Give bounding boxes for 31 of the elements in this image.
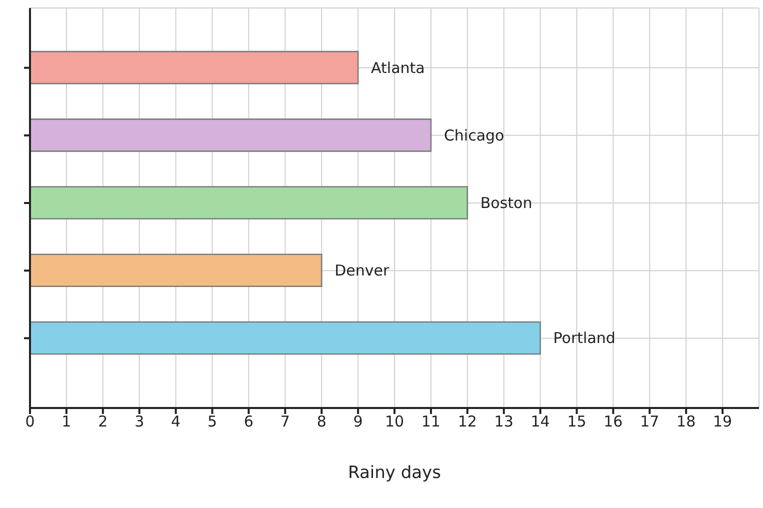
x-tick-label: 2 <box>98 412 108 431</box>
x-tick-label: 10 <box>384 412 404 431</box>
x-tick-label: 0 <box>25 412 35 431</box>
bar <box>30 50 359 84</box>
x-tick-label: 3 <box>134 412 144 431</box>
y-tick-label: Boston <box>480 194 532 212</box>
x-tick-label: 13 <box>494 412 514 431</box>
x-tick-label: 15 <box>567 412 586 431</box>
x-tick-label: 9 <box>353 412 363 431</box>
x-tick-label: 14 <box>530 412 550 431</box>
bar <box>30 186 468 220</box>
x-axis-title: Rainy days <box>348 463 442 483</box>
y-tick-label: Portland <box>553 329 616 348</box>
x-tick-label: 5 <box>207 412 218 431</box>
bar <box>30 321 541 355</box>
x-tick-label: 12 <box>458 412 477 431</box>
x-tick-label: 7 <box>280 412 290 431</box>
y-tick-label: Atlanta <box>371 58 425 77</box>
x-tick-label: 4 <box>171 412 181 431</box>
bar <box>30 118 432 152</box>
x-tick-label: 8 <box>316 412 326 431</box>
bar <box>30 254 322 288</box>
x-tick-label: 19 <box>713 412 732 431</box>
x-tick-label: 18 <box>676 412 696 431</box>
x-tick-label: 11 <box>421 412 440 431</box>
x-tick-label: 17 <box>640 412 660 431</box>
y-tick-label: Denver <box>334 262 390 280</box>
y-tick-label: Chicago <box>444 126 504 144</box>
x-tick-label: 16 <box>604 412 623 431</box>
x-tick-label: 6 <box>244 412 254 431</box>
x-tick-label: 1 <box>62 412 72 431</box>
